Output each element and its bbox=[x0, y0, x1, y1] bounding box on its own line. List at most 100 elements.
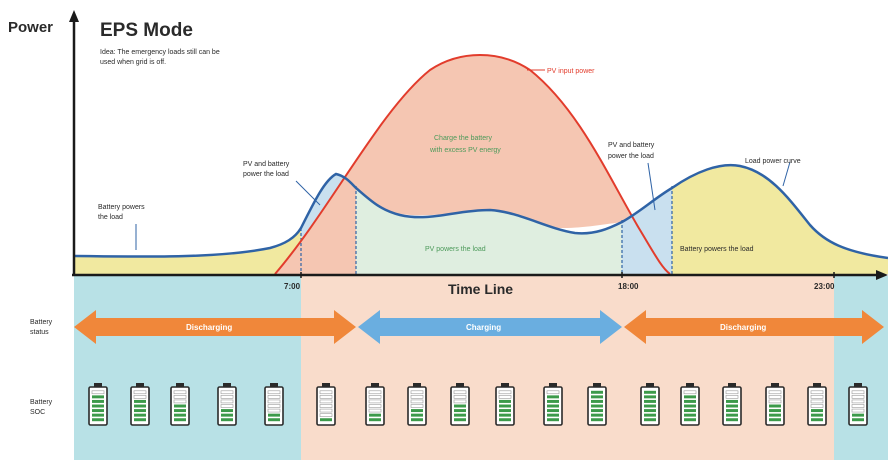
battery-terminal bbox=[322, 383, 330, 387]
battery-icon bbox=[640, 383, 660, 426]
battery-level-bar bbox=[220, 399, 234, 404]
battery-level-bar bbox=[852, 418, 864, 422]
battery-level-bar bbox=[546, 390, 560, 395]
battery-level-bar bbox=[174, 409, 186, 413]
battery-level-bar bbox=[454, 404, 466, 408]
battery-terminal bbox=[686, 383, 694, 387]
battery-level-bar bbox=[91, 390, 105, 395]
battery-level-bar bbox=[174, 413, 186, 417]
region-charge-excess bbox=[275, 55, 670, 274]
battery-level-bar bbox=[267, 395, 281, 399]
label-charge-excess-2: with excess PV energy bbox=[429, 147, 501, 154]
status-arrow-discharging-right bbox=[624, 310, 884, 344]
battery-level-bar bbox=[684, 395, 696, 399]
status-arrow-discharging-left bbox=[74, 310, 356, 344]
battery-soc-label-2: SOC bbox=[30, 409, 45, 416]
battery-level-bar bbox=[851, 399, 865, 404]
battery-icon bbox=[365, 383, 385, 426]
label-battery-powers-right: Battery powers the load bbox=[680, 246, 754, 253]
battery-level-bar bbox=[547, 413, 559, 417]
battery-level-bar bbox=[368, 408, 382, 413]
battery-level-bar bbox=[410, 395, 424, 399]
status-label-discharging-left: Discharging bbox=[186, 323, 232, 332]
battery-level-bar bbox=[811, 418, 823, 422]
battery-level-bar bbox=[319, 408, 333, 413]
battery-level-bar bbox=[769, 418, 781, 422]
battery-terminal bbox=[413, 383, 421, 387]
battery-level-bar bbox=[725, 395, 739, 399]
battery-terminal bbox=[813, 383, 821, 387]
battery-level-bar bbox=[453, 399, 467, 404]
status-label-charging: Charging bbox=[466, 323, 501, 332]
battery-level-bar bbox=[684, 409, 696, 413]
battery-level-bar bbox=[92, 413, 104, 417]
battery-level-bar bbox=[221, 413, 233, 417]
battery-level-bar bbox=[454, 409, 466, 413]
battery-level-bar bbox=[134, 413, 146, 417]
battery-level-bar bbox=[644, 418, 656, 422]
background-band-day bbox=[301, 276, 834, 460]
y-axis-arrowhead bbox=[69, 10, 79, 22]
battery-level-bar bbox=[368, 390, 382, 395]
leader-pv-battery-right bbox=[647, 162, 656, 211]
label-pv-battery-left-2: power the load bbox=[243, 171, 289, 178]
battery-level-bar bbox=[453, 395, 467, 399]
leader-pv-battery-left bbox=[295, 180, 321, 206]
label-battery-powers-left-2: the load bbox=[98, 214, 123, 221]
battery-level-bar bbox=[810, 399, 824, 404]
battery-level-bar bbox=[726, 409, 738, 413]
battery-terminal bbox=[371, 383, 379, 387]
battery-icon bbox=[407, 383, 427, 426]
battery-level-bar bbox=[133, 390, 147, 395]
battery-terminal bbox=[593, 383, 601, 387]
region-battery-powers-load-left bbox=[74, 230, 301, 274]
battery-level-bar bbox=[134, 409, 146, 413]
label-charge-excess-1: Charge the battery bbox=[434, 135, 492, 142]
battery-level-bar bbox=[454, 418, 466, 422]
battery-level-bar bbox=[410, 390, 424, 395]
battery-level-bar bbox=[221, 409, 233, 413]
battery-level-bar bbox=[769, 409, 781, 413]
battery-terminal bbox=[646, 383, 654, 387]
battery-level-bar bbox=[591, 395, 603, 399]
tick-label-11pm: 23:00 bbox=[814, 282, 835, 291]
battery-level-bar bbox=[644, 399, 656, 403]
page-title: EPS Mode bbox=[100, 20, 193, 41]
label-pv-battery-left-1: PV and battery bbox=[243, 161, 290, 168]
battery-level-bar bbox=[220, 395, 234, 399]
battery-level-bar bbox=[811, 409, 823, 413]
battery-terminal bbox=[136, 383, 144, 387]
label-pv-battery-right-1: PV and battery bbox=[608, 142, 655, 149]
region-battery-powers-load-right bbox=[672, 165, 888, 274]
battery-level-bar bbox=[368, 404, 382, 408]
battery-level-bar bbox=[368, 395, 382, 399]
battery-level-bar bbox=[591, 390, 603, 394]
background-band-night-right bbox=[834, 276, 888, 460]
battery-level-bar bbox=[221, 418, 233, 422]
battery-level-bar bbox=[319, 390, 333, 395]
battery-level-bar bbox=[268, 418, 280, 422]
battery-level-bar bbox=[684, 413, 696, 417]
battery-level-bar bbox=[410, 404, 424, 408]
battery-level-bar bbox=[591, 409, 603, 413]
load-power-curve bbox=[73, 163, 888, 260]
battery-level-bar bbox=[644, 409, 656, 413]
label-battery-powers-left-1: Battery powers bbox=[98, 204, 145, 211]
battery-level-bar bbox=[498, 395, 512, 399]
battery-level-bar bbox=[852, 413, 864, 417]
label-pv-battery-right-2: power the load bbox=[608, 153, 654, 160]
battery-level-bar bbox=[133, 395, 147, 399]
battery-level-bar bbox=[851, 395, 865, 399]
battery-level-bar bbox=[591, 399, 603, 403]
battery-level-bar bbox=[92, 404, 104, 408]
battery-level-bar bbox=[410, 399, 424, 404]
battery-level-bar bbox=[92, 409, 104, 413]
y-axis-label: Power bbox=[8, 19, 53, 36]
battery-level-bar bbox=[547, 418, 559, 422]
battery-level-bar bbox=[726, 418, 738, 422]
region-pv-battery-right bbox=[622, 188, 672, 274]
label-pv-powers-load: PV powers the load bbox=[425, 246, 486, 253]
battery-level-bar bbox=[547, 395, 559, 399]
battery-icon bbox=[450, 383, 470, 426]
battery-icon bbox=[495, 383, 515, 426]
